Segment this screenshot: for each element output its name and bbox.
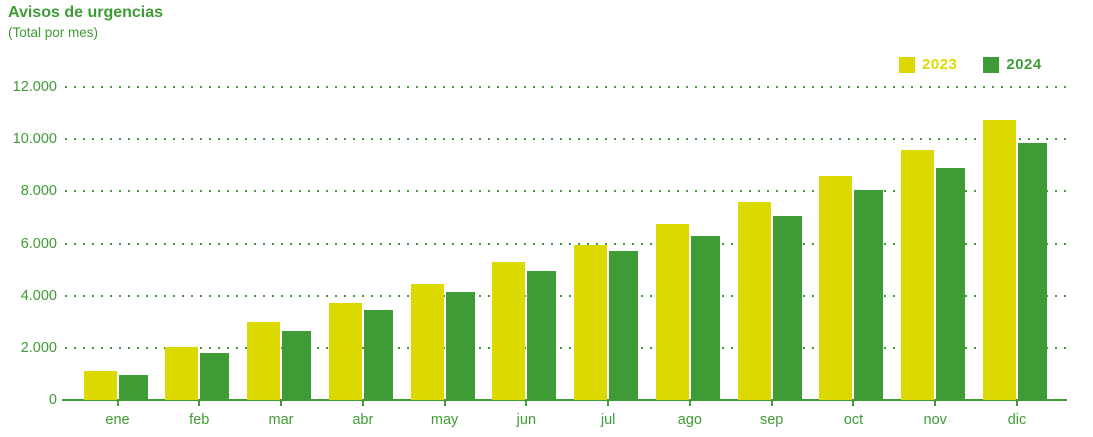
x-axis-tick (198, 401, 201, 406)
bar-2024-jul (609, 251, 639, 400)
gridline-6.000 (65, 242, 1067, 245)
legend-label-2024: 2024 (1006, 56, 1042, 73)
gridline-10.000 (65, 138, 1067, 141)
bar-2023-sep (737, 201, 771, 400)
gridline-12.000 (65, 86, 1067, 88)
bar-2024-ene (118, 375, 148, 400)
y-axis-tick-label: 6.000 (20, 235, 57, 252)
y-axis-tick-label: 4.000 (20, 287, 57, 304)
bar-2023-ago (655, 223, 689, 400)
x-axis-tick (852, 401, 855, 406)
x-axis-tick (1016, 401, 1018, 406)
x-axis-tick (934, 401, 937, 406)
x-axis-tick-label: ene (105, 412, 130, 428)
y-axis-tick-label: 12.000 (12, 79, 57, 95)
x-axis-tick-label: jun (516, 412, 537, 428)
x-axis-tick-label: abr (352, 412, 374, 428)
gridline-2.000 (65, 346, 1067, 349)
x-axis-tick (280, 401, 283, 406)
bar-2024-mar (282, 330, 312, 400)
bar-2024-sep (772, 216, 802, 400)
bar-2023-feb (165, 346, 199, 400)
legend-swatch-2024 (983, 56, 1000, 73)
y-axis-tick-label: 2.000 (20, 339, 57, 356)
legend-item-2023: 2023 (899, 56, 957, 73)
chart-subtitle: (Total por mes) (8, 25, 99, 40)
x-axis-tick (525, 401, 528, 406)
legend-swatch-2023 (899, 56, 915, 73)
x-axis-tick-label: oct (843, 412, 864, 428)
bar-2024-nov (936, 167, 966, 400)
gridline-8.000 (65, 190, 1067, 193)
x-axis-tick-label: mar (268, 412, 294, 428)
x-axis-tick (443, 401, 446, 406)
bar-2024-jun (527, 270, 557, 400)
x-axis-line (62, 399, 1067, 401)
x-axis-tick (688, 401, 691, 406)
bar-2023-dic (983, 119, 1016, 400)
x-axis-tick (361, 401, 364, 406)
x-axis-tick-label: dic (1007, 412, 1027, 428)
x-axis-tick-label: jul (600, 412, 616, 428)
legend-item-2024: 2024 (983, 56, 1041, 73)
y-axis-tick-label: 8.000 (20, 183, 57, 200)
bar-2024-ago (690, 235, 720, 400)
x-axis-tick-label: ago (677, 412, 702, 428)
chart-title: Avisos de urgencias (8, 4, 164, 21)
legend: 2023 2024 (899, 56, 1042, 73)
bar-2024-feb (200, 353, 230, 400)
bar-2024-dic (1018, 143, 1047, 400)
bar-2023-nov (901, 149, 935, 400)
x-axis-tick-label: may (430, 412, 459, 428)
x-axis-tick-label: sep (759, 412, 784, 428)
bar-2024-abr (363, 310, 393, 400)
bar-2023-oct (819, 175, 853, 400)
x-axis-tick (116, 401, 119, 406)
x-axis-tick (607, 401, 610, 406)
x-axis-tick-label: feb (189, 412, 210, 428)
x-axis-tick-label: nov (923, 412, 947, 428)
bar-2024-may (445, 291, 475, 400)
y-axis-tick-label: 10.000 (12, 131, 57, 148)
bar-2023-jul (574, 244, 608, 400)
gridline-4.000 (65, 294, 1067, 297)
bar-2023-may (410, 283, 444, 400)
y-axis-tick-label: 0 (48, 392, 57, 408)
legend-label-2023: 2023 (922, 56, 958, 73)
x-axis-tick (770, 401, 773, 406)
bar-2023-mar (247, 321, 281, 400)
bar-2023-jun (492, 261, 526, 400)
bar-2023-ene (83, 371, 117, 400)
bar-2024-oct (854, 190, 884, 400)
bar-2023-abr (328, 303, 362, 400)
